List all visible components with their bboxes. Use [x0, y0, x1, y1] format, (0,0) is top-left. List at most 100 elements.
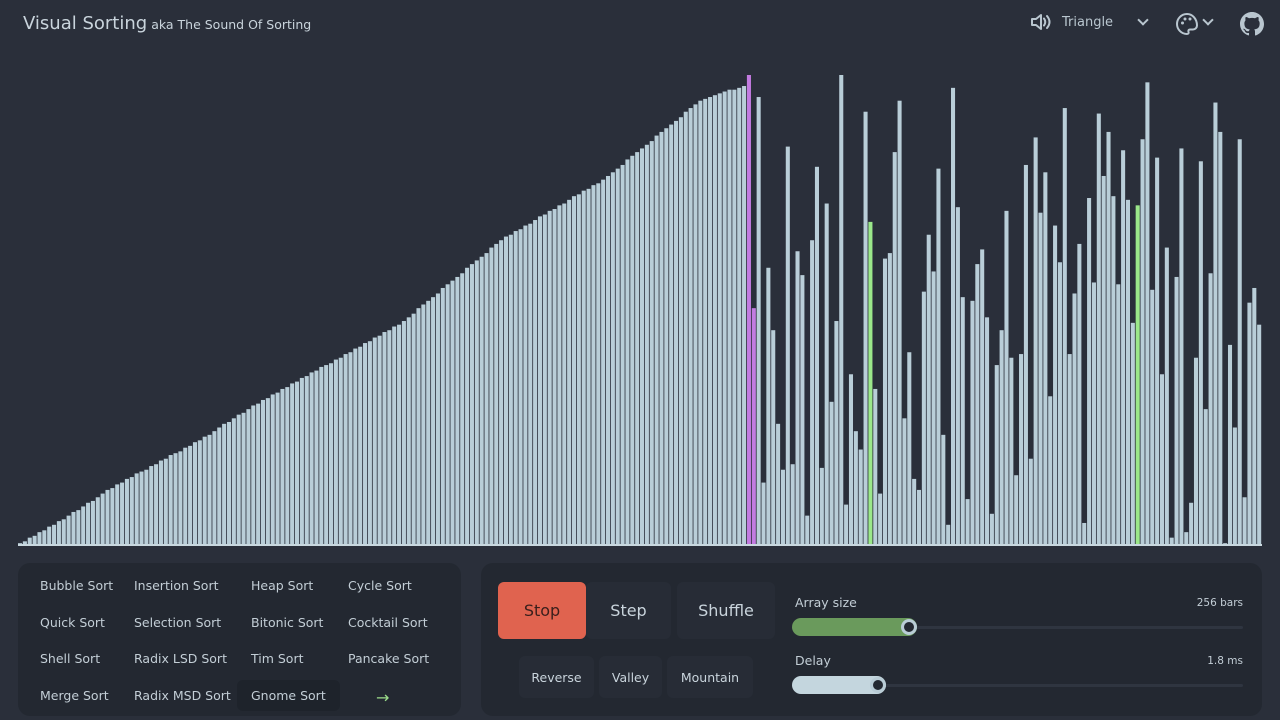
- bar: [71, 511, 76, 545]
- shuffle-button[interactable]: Shuffle: [677, 582, 775, 639]
- bar: [1184, 532, 1189, 545]
- next-page-arrow-icon[interactable]: →: [376, 688, 390, 707]
- bar: [1111, 196, 1116, 545]
- bar: [557, 205, 562, 545]
- array-size-slider-thumb[interactable]: [901, 619, 918, 635]
- step-button[interactable]: Step: [586, 582, 671, 639]
- bar: [1179, 148, 1184, 545]
- sort-option-merge-sort[interactable]: Merge Sort: [40, 688, 109, 703]
- bar: [640, 148, 645, 545]
- bar: [552, 209, 557, 545]
- bar: [912, 478, 917, 545]
- sort-option-pancake-sort[interactable]: Pancake Sort: [348, 651, 430, 666]
- sort-option-tim-sort[interactable]: Tim Sort: [251, 651, 304, 666]
- bar: [294, 381, 300, 545]
- bar: [124, 478, 129, 545]
- bar: [581, 190, 586, 545]
- sort-option-radix-lsd-sort[interactable]: Radix LSD Sort: [134, 651, 227, 666]
- bar: [790, 464, 795, 545]
- delay-label: Delay: [795, 653, 831, 668]
- array-size-track[interactable]: [792, 626, 1243, 629]
- sort-option-quick-sort[interactable]: Quick Sort: [40, 615, 105, 630]
- delay-fill: [792, 676, 886, 694]
- bar: [469, 264, 474, 545]
- bar: [975, 264, 980, 545]
- delay-track[interactable]: [792, 684, 1243, 687]
- github-link[interactable]: [1240, 12, 1265, 40]
- bar: [236, 414, 241, 545]
- bar: [411, 313, 416, 545]
- mountain-button[interactable]: Mountain: [667, 656, 753, 698]
- baseline: [18, 544, 1262, 546]
- bar: [776, 423, 781, 545]
- bar: [1193, 357, 1199, 545]
- bar: [1053, 225, 1058, 545]
- bar: [474, 260, 479, 545]
- bar: [635, 152, 640, 545]
- bar: [251, 405, 256, 545]
- sort-option-insertion-sort[interactable]: Insertion Sort: [134, 578, 219, 593]
- valley-button[interactable]: Valley: [599, 656, 662, 698]
- bar: [508, 234, 513, 545]
- bar: [1121, 150, 1126, 545]
- theme-button[interactable]: [1175, 12, 1199, 40]
- bar: [746, 75, 751, 545]
- bar: [625, 159, 630, 545]
- bar: [664, 128, 669, 545]
- bar: [37, 532, 42, 545]
- sort-option-cycle-sort[interactable]: Cycle Sort: [348, 578, 412, 593]
- sort-option-radix-msd-sort[interactable]: Radix MSD Sort: [134, 688, 231, 703]
- bar: [1091, 282, 1096, 545]
- bar: [241, 412, 246, 545]
- bar: [1198, 161, 1203, 545]
- bar: [1033, 137, 1038, 545]
- bar: [329, 363, 334, 545]
- sort-option-bitonic-sort[interactable]: Bitonic Sort: [251, 615, 324, 630]
- bar: [805, 515, 810, 545]
- bar: [1227, 344, 1233, 545]
- chevron-down-icon[interactable]: [1137, 14, 1149, 26]
- bar: [1135, 205, 1140, 545]
- bar: [285, 387, 290, 545]
- bar: [819, 467, 824, 545]
- bar: [110, 488, 115, 545]
- sort-option-selection-sort[interactable]: Selection Sort: [134, 615, 222, 630]
- bar: [222, 423, 227, 545]
- bar: [416, 308, 421, 545]
- bar: [32, 535, 37, 545]
- bar: [207, 434, 212, 545]
- app-title: Visual Sorting aka The Sound Of Sorting: [23, 13, 311, 34]
- waveform-select[interactable]: Triangle: [1030, 12, 1113, 32]
- sort-option-gnome-sort[interactable]: Gnome Sort: [237, 680, 340, 711]
- bar: [1087, 198, 1092, 545]
- bar: [1252, 287, 1257, 545]
- bar: [450, 280, 455, 545]
- bar: [1145, 82, 1150, 545]
- bar: [90, 500, 95, 545]
- bar: [824, 203, 829, 545]
- bar: [518, 229, 523, 545]
- bar: [503, 236, 508, 545]
- bar: [1208, 273, 1213, 545]
- bar: [722, 91, 727, 545]
- sort-option-shell-sort[interactable]: Shell Sort: [40, 651, 101, 666]
- bar: [367, 341, 372, 545]
- bar: [1189, 502, 1194, 545]
- bar: [154, 464, 159, 545]
- delay-slider-thumb[interactable]: [869, 677, 886, 693]
- bar: [105, 489, 110, 545]
- bar: [1242, 497, 1247, 545]
- bar: [183, 447, 188, 545]
- bar: [955, 207, 960, 545]
- sort-option-cocktail-sort[interactable]: Cocktail Sort: [348, 615, 428, 630]
- bar: [1232, 427, 1237, 545]
- stop-button[interactable]: Stop: [498, 582, 586, 639]
- bar: [1062, 108, 1067, 545]
- bar: [620, 164, 625, 545]
- bar: [1082, 522, 1087, 545]
- sort-option-bubble-sort[interactable]: Bubble Sort: [40, 578, 114, 593]
- bar: [732, 89, 737, 545]
- reverse-button[interactable]: Reverse: [519, 656, 594, 698]
- sort-option-heap-sort[interactable]: Heap Sort: [251, 578, 314, 593]
- chevron-down-icon[interactable]: [1202, 14, 1214, 26]
